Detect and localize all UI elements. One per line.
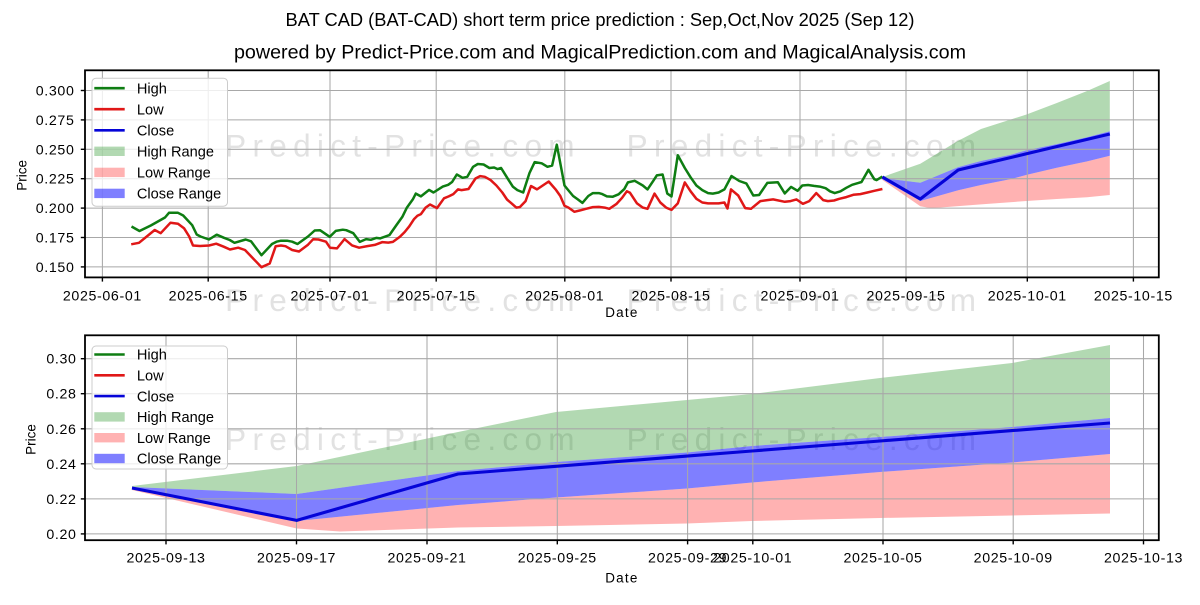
svg-text:2025-08-15: 2025-08-15 <box>631 288 710 304</box>
svg-text:0.26: 0.26 <box>46 422 76 438</box>
svg-text:0.300: 0.300 <box>36 84 75 100</box>
svg-text:2025-09-21: 2025-09-21 <box>387 551 466 567</box>
svg-text:2025-09-13: 2025-09-13 <box>126 551 205 567</box>
svg-text:2025-10-01: 2025-10-01 <box>988 288 1067 304</box>
svg-text:0.24: 0.24 <box>46 457 76 473</box>
svg-text:0.150: 0.150 <box>36 260 75 276</box>
svg-text:Price: Price <box>24 424 39 455</box>
svg-text:0.275: 0.275 <box>36 113 75 129</box>
svg-text:Price: Price <box>14 160 29 191</box>
svg-text:0.225: 0.225 <box>36 172 75 188</box>
svg-text:2025-08-01: 2025-08-01 <box>525 288 604 304</box>
svg-text:0.250: 0.250 <box>36 142 75 158</box>
svg-text:High: High <box>137 81 167 97</box>
svg-text:2025-09-01: 2025-09-01 <box>760 288 839 304</box>
svg-text:2025-10-13: 2025-10-13 <box>1104 551 1183 567</box>
svg-text:0.22: 0.22 <box>46 492 76 508</box>
svg-text:powered by Predict-Price.com a: powered by Predict-Price.com and Magical… <box>234 41 966 63</box>
svg-text:Close Range: Close Range <box>137 187 221 203</box>
svg-text:0.30: 0.30 <box>46 352 76 368</box>
svg-text:Predict-Price.com: Predict-Price.com <box>627 282 983 318</box>
svg-text:2025-06-01: 2025-06-01 <box>63 288 142 304</box>
svg-text:Close: Close <box>137 389 174 405</box>
svg-text:2025-10-05: 2025-10-05 <box>843 551 922 567</box>
svg-text:Low Range: Low Range <box>137 166 211 182</box>
svg-text:2025-10-15: 2025-10-15 <box>1094 288 1173 304</box>
svg-text:0.175: 0.175 <box>36 231 75 247</box>
svg-text:2025-07-15: 2025-07-15 <box>397 288 476 304</box>
svg-text:2025-06-15: 2025-06-15 <box>169 288 248 304</box>
svg-text:Predict-Price.com: Predict-Price.com <box>225 127 581 163</box>
svg-text:0.200: 0.200 <box>36 201 75 217</box>
svg-text:Date: Date <box>605 571 638 586</box>
svg-text:Low: Low <box>137 102 164 118</box>
svg-text:2025-09-25: 2025-09-25 <box>518 551 597 567</box>
svg-text:2025-10-01: 2025-10-01 <box>713 551 792 567</box>
svg-text:Close Range: Close Range <box>137 452 221 468</box>
svg-text:Predict-Price.com: Predict-Price.com <box>225 421 581 457</box>
svg-text:Date: Date <box>605 305 638 320</box>
svg-text:2025-09-29: 2025-09-29 <box>648 551 727 567</box>
svg-text:Close: Close <box>137 124 174 140</box>
svg-text:2025-09-15: 2025-09-15 <box>866 288 945 304</box>
svg-text:2025-10-09: 2025-10-09 <box>974 551 1053 567</box>
svg-text:2025-09-17: 2025-09-17 <box>257 551 336 567</box>
svg-text:Predict-Price.com: Predict-Price.com <box>225 282 581 318</box>
svg-text:Predict-Price.com: Predict-Price.com <box>627 127 983 163</box>
svg-text:Low: Low <box>137 369 164 385</box>
svg-text:BAT CAD (BAT-CAD) short term p: BAT CAD (BAT-CAD) short term price predi… <box>286 9 915 30</box>
svg-text:0.28: 0.28 <box>46 387 76 403</box>
svg-text:Low Range: Low Range <box>137 431 211 447</box>
svg-text:0.20: 0.20 <box>46 527 76 543</box>
svg-text:2025-07-01: 2025-07-01 <box>290 288 369 304</box>
svg-text:High: High <box>137 348 167 364</box>
svg-text:High Range: High Range <box>137 410 214 426</box>
svg-text:High Range: High Range <box>137 145 214 161</box>
